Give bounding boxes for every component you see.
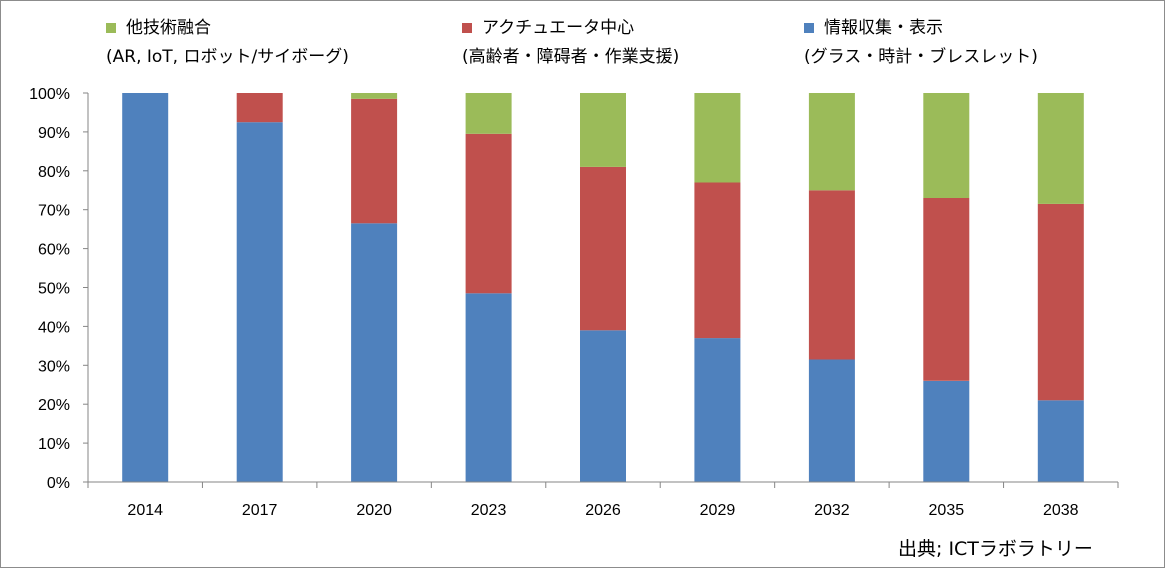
y-tick-label: 90% xyxy=(38,125,70,142)
bar-segment-2029-series-0 xyxy=(694,338,741,482)
legend-item-info-display: 情報収集・表示 (グラス・時計・ブレスレット) xyxy=(804,14,1124,74)
legend-swatch-green xyxy=(106,23,116,33)
bar-segment-2035-series-1 xyxy=(923,198,970,381)
bar-segment-2026-series-2 xyxy=(580,93,626,167)
x-tick-label: 2035 xyxy=(929,502,965,519)
y-tick-label: 60% xyxy=(38,242,70,259)
bar-segment-2038-series-0 xyxy=(1037,400,1084,482)
bar-segment-2032-series-2 xyxy=(808,93,855,191)
y-tick-label: 40% xyxy=(38,319,70,336)
x-tick-label: 2032 xyxy=(814,502,850,519)
x-tick-label: 2026 xyxy=(585,502,621,519)
y-tick-label: 30% xyxy=(38,358,70,375)
bar-segment-2032-series-0 xyxy=(808,359,855,482)
bar-segment-2017-series-0 xyxy=(236,122,283,482)
legend-swatch-blue xyxy=(804,23,814,33)
bar-segment-2029-series-1 xyxy=(694,182,741,339)
bar-segment-2020-series-2 xyxy=(351,93,398,99)
bar-segment-2035-series-2 xyxy=(923,93,970,198)
bar-segment-2017-series-1 xyxy=(236,93,283,123)
bar-segment-2038-series-2 xyxy=(1037,93,1084,204)
legend-label: アクチュエータ中心 xyxy=(482,18,635,38)
bar-segment-2035-series-0 xyxy=(923,380,970,482)
y-tick-label: 0% xyxy=(47,475,70,492)
x-tick-label: 2014 xyxy=(127,502,163,519)
bar-segment-2026-series-0 xyxy=(580,330,626,482)
bar-segment-2023-series-0 xyxy=(465,293,512,482)
bar-segment-2020-series-0 xyxy=(351,223,398,483)
legend-sublabel: (AR, IoT, ロボット/サイボーグ) xyxy=(106,47,349,67)
bar-segment-2026-series-1 xyxy=(580,166,626,331)
legend-swatch-red xyxy=(462,23,472,33)
y-tick-label: 20% xyxy=(38,397,70,414)
x-tick-label: 2020 xyxy=(356,502,392,519)
bar-segment-2014-series-0 xyxy=(122,93,169,482)
legend-item-other-tech: 他技術融合 (AR, IoT, ロボット/サイボーグ) xyxy=(106,14,406,74)
legend-sublabel: (グラス・時計・ブレスレット) xyxy=(804,47,1038,67)
bar-segment-2023-series-2 xyxy=(465,93,512,134)
y-tick-label: 100% xyxy=(29,86,70,103)
x-tick-label: 2038 xyxy=(1043,502,1079,519)
bar-segment-2029-series-2 xyxy=(694,93,741,183)
legend-sublabel: (高齢者・障碍者・作業支援) xyxy=(462,47,680,67)
bar-segment-2038-series-1 xyxy=(1037,203,1084,401)
x-tick-label: 2017 xyxy=(242,502,278,519)
axis-layer: 0% 10% 20% 30% 40% 50% 60% 70% 80% 90% 100% 2014 201… xyxy=(29,86,1119,519)
y-tick-label: 70% xyxy=(38,203,70,220)
bar-layer xyxy=(122,93,1084,483)
source-caption: 出典; ICTラボラトリー xyxy=(898,538,1093,560)
y-tick-label: 50% xyxy=(38,281,70,298)
y-tick-label: 10% xyxy=(38,436,70,453)
legend-label: 他技術融合 xyxy=(126,18,211,38)
y-tick-label: 80% xyxy=(38,164,70,181)
legend-item-actuator: アクチュエータ中心 (高齢者・障碍者・作業支援) xyxy=(462,14,762,74)
x-tick-label: 2023 xyxy=(471,502,507,519)
bar-segment-2032-series-1 xyxy=(808,190,855,360)
x-tick-label: 2029 xyxy=(700,502,736,519)
legend-label: 情報収集・表示 xyxy=(824,18,943,38)
bar-segment-2020-series-1 xyxy=(351,98,398,224)
bar-segment-2023-series-1 xyxy=(465,133,512,294)
